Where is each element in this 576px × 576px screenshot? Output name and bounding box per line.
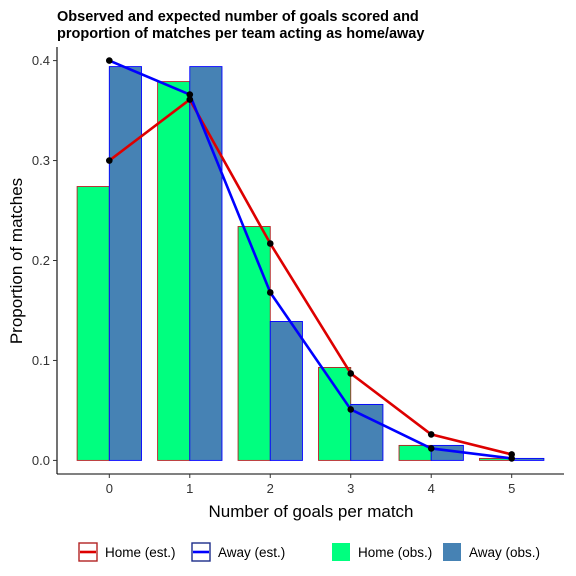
x-tick-label: 4	[428, 481, 435, 496]
line-away-est	[108, 59, 513, 460]
bar-away-obs-0	[108, 66, 142, 461]
legend-key-fill-away-obs	[443, 543, 461, 561]
bar-away-obs-1	[189, 66, 223, 461]
point-away-est-4	[427, 445, 435, 452]
point-away-est-1	[186, 91, 194, 98]
y-tick-label: 0.2	[32, 253, 50, 268]
y-tick-label: 0.1	[32, 353, 50, 368]
bar-home-obs-3	[318, 366, 352, 461]
x-tick-label: 5	[508, 481, 515, 496]
y-axis-title: Proportion of matches	[7, 178, 26, 344]
point-home-est-4	[427, 431, 435, 438]
bar-home-obs-1	[157, 81, 191, 461]
point-home-est-2	[266, 240, 274, 247]
point-away-est-3	[347, 406, 355, 413]
legend-label-home-est: Home (est.)	[105, 545, 176, 560]
bar-home-obs-4	[398, 444, 432, 461]
point-home-est-1	[186, 96, 194, 103]
bar-home-obs-0	[76, 186, 110, 461]
line-home-est	[108, 98, 513, 456]
x-tick-label: 3	[347, 481, 354, 496]
legend-key-fill-home-obs	[332, 543, 350, 561]
legend-label-home-obs: Home (obs.)	[358, 545, 432, 560]
chart-title-line-1: Observed and expected number of goals sc…	[57, 9, 419, 25]
point-away-est-0	[106, 57, 113, 64]
x-tick-label: 0	[106, 481, 113, 496]
bar-away-obs-2	[269, 321, 303, 461]
plot-points	[106, 57, 515, 462]
y-tick-label: 0.4	[32, 53, 50, 68]
legend-label-away-est: Away (est.)	[218, 545, 285, 560]
bar-away-obs-5	[511, 457, 545, 461]
y-ticks: 0.0 0.1 0.2 0.3 0.4	[32, 53, 57, 468]
point-home-est-0	[106, 157, 113, 164]
x-tick-label: 2	[267, 481, 274, 496]
x-axis-title: Number of goals per match	[208, 502, 413, 521]
bar-away-obs-3	[350, 403, 384, 461]
point-home-est-3	[347, 370, 355, 377]
x-tick-label: 1	[186, 481, 193, 496]
x-ticks: 0 1 2 3 4 5	[106, 474, 515, 496]
y-tick-label: 0.0	[32, 453, 50, 468]
plot-bars	[76, 66, 545, 461]
point-away-est-2	[266, 289, 274, 296]
point-away-est-5	[508, 455, 515, 462]
bar-home-obs-2	[237, 226, 271, 461]
plot-lines	[108, 59, 513, 460]
legend-label-away-obs: Away (obs.)	[469, 545, 540, 560]
y-tick-label: 0.3	[32, 153, 50, 168]
chart-title-line-2: proportion of matches per team acting as…	[57, 26, 424, 42]
legend: Home (est.) Away (est.) Home (obs.) Away (o…	[78, 542, 540, 562]
